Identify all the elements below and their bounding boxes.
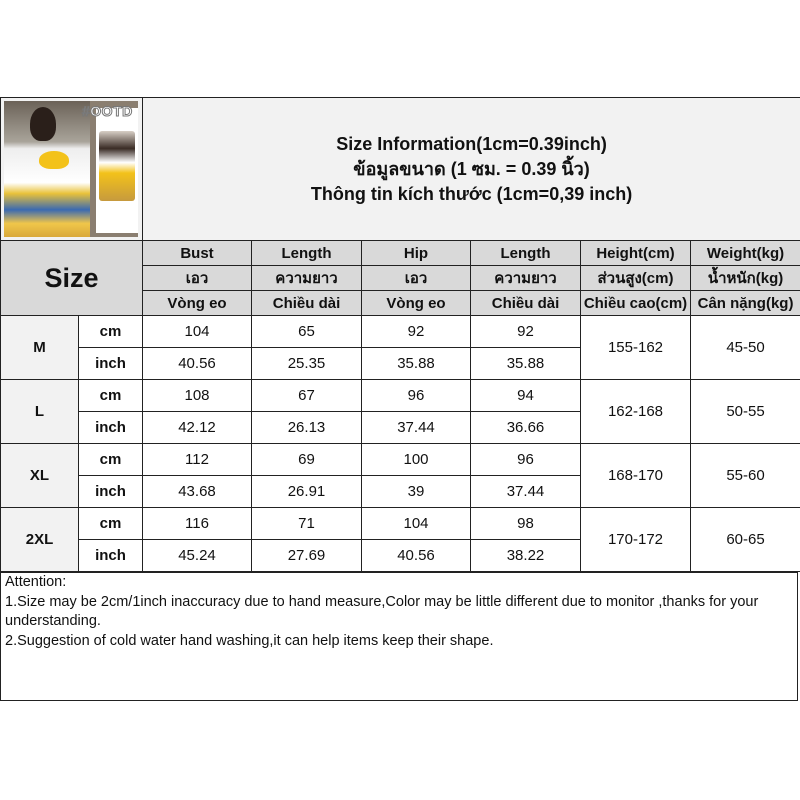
header-row: Size Bust Length Hip Length Height(cm) Weight(… bbox=[0, 240, 800, 316]
size-header: Size bbox=[0, 240, 143, 316]
measurement-cell: 116 bbox=[142, 507, 252, 540]
table-row: inch 45.24 27.69 40.56 38.22 bbox=[1, 539, 800, 572]
unit-label: cm bbox=[78, 315, 143, 348]
measurement-cell: 112 bbox=[142, 443, 252, 476]
column-header: Chiều dài bbox=[251, 290, 362, 316]
title-en: Size Information(1cm=0.39inch) bbox=[336, 133, 607, 154]
column-header: น้ำหนัก(kg) bbox=[689, 265, 800, 291]
column-header: Vòng eo bbox=[142, 290, 252, 316]
weight-range: 45-50 bbox=[689, 315, 800, 380]
column-header: ความยาว bbox=[470, 265, 581, 291]
measurement-cell: 26.91 bbox=[251, 475, 362, 508]
header-row: เอว ความยาว เอว ความยาว ส่วนสูง(cm) น้ำหนัก(k… bbox=[1, 265, 800, 291]
column-header: Length bbox=[251, 240, 362, 266]
measurement-cell: 38.22 bbox=[470, 539, 581, 572]
unit-label: cm bbox=[78, 443, 143, 476]
measurement-cell: 65 bbox=[251, 315, 362, 348]
measurement-cell: 37.44 bbox=[361, 411, 471, 444]
measurement-cell: 27.69 bbox=[251, 539, 362, 572]
column-header: ความยาว bbox=[251, 265, 362, 291]
measurement-cell: 40.56 bbox=[361, 539, 471, 572]
column-header: เอว bbox=[142, 265, 252, 291]
title-block: Size Information(1cm=0.39inch) ข้อมูลขนา… bbox=[141, 97, 800, 241]
attention-notes: Attention: 1.Size may be 2cm/1inch inacc… bbox=[0, 572, 798, 701]
measurement-cell: 35.88 bbox=[470, 347, 581, 380]
measurement-cell: 39 bbox=[361, 475, 471, 508]
weight-range: 60-65 bbox=[689, 507, 800, 572]
column-header: Cân nặng(kg) bbox=[689, 290, 800, 316]
measurement-cell: 104 bbox=[361, 507, 471, 540]
unit-label: cm bbox=[78, 379, 143, 412]
measurement-cell: 36.66 bbox=[470, 411, 581, 444]
column-header: ส่วนสูง(cm) bbox=[580, 265, 691, 291]
column-header: Weight(kg) bbox=[689, 240, 800, 266]
height-range: 155-162 bbox=[580, 315, 691, 380]
header-row: Vòng eo Chiều dài Vòng eo Chiều dài Chiều ca… bbox=[1, 290, 800, 316]
table-row: inch 42.12 26.13 37.44 36.66 bbox=[1, 411, 800, 444]
column-header: Chiều dài bbox=[470, 290, 581, 316]
weight-range: 50-55 bbox=[689, 379, 800, 444]
measurement-cell: 92 bbox=[361, 315, 471, 348]
unit-label: inch bbox=[78, 475, 143, 508]
size-label: 2XL bbox=[0, 507, 79, 572]
product-photo: #OOTD bbox=[0, 97, 143, 241]
title-vi: Thông tin kích thước (1cm=0,39 inch) bbox=[310, 183, 633, 204]
measurement-cell: 45.24 bbox=[142, 539, 252, 572]
table-row: inch 40.56 25.35 35.88 35.88 bbox=[1, 347, 800, 380]
unit-label: inch bbox=[78, 539, 143, 572]
table-row: 2XL cm 116 71 104 98 170-172 60-65 bbox=[0, 507, 800, 572]
measurement-cell: 43.68 bbox=[142, 475, 252, 508]
table-row: inch 43.68 26.91 39 37.44 bbox=[1, 475, 800, 508]
column-header: Hip bbox=[361, 240, 471, 266]
column-header: Length bbox=[470, 240, 581, 266]
measurement-cell: 37.44 bbox=[470, 475, 581, 508]
unit-label: cm bbox=[78, 507, 143, 540]
measurement-cell: 104 bbox=[142, 315, 252, 348]
measurement-cell: 94 bbox=[470, 379, 581, 412]
height-range: 168-170 bbox=[580, 443, 691, 508]
measurement-cell: 92 bbox=[470, 315, 581, 348]
measurement-cell: 25.35 bbox=[251, 347, 362, 380]
unit-label: inch bbox=[78, 411, 143, 444]
measurement-cell: 35.88 bbox=[361, 347, 471, 380]
attention-title: Attention: bbox=[5, 574, 67, 590]
size-label: M bbox=[0, 315, 79, 380]
weight-range: 55-60 bbox=[689, 443, 800, 508]
title-th: ข้อมูลขนาด (1 ซม. = 0.39 นิ้ว) bbox=[353, 158, 590, 179]
measurement-cell: 108 bbox=[142, 379, 252, 412]
size-label: L bbox=[0, 379, 79, 444]
measurement-cell: 96 bbox=[361, 379, 471, 412]
ootd-watermark: #OOTD bbox=[82, 103, 133, 120]
attention-note-1: 1.Size may be 2cm/1inch inaccuracy due t… bbox=[5, 593, 759, 630]
size-table: #OOTD Size Information(1cm=0.39inch) ข้อ… bbox=[0, 97, 800, 572]
measurement-cell: 42.12 bbox=[142, 411, 252, 444]
column-header: Height(cm) bbox=[580, 240, 691, 266]
measurement-cell: 100 bbox=[361, 443, 471, 476]
unit-label: inch bbox=[78, 347, 143, 380]
measurement-cell: 40.56 bbox=[142, 347, 252, 380]
size-chart: #OOTD Size Information(1cm=0.39inch) ข้อ… bbox=[0, 97, 800, 572]
product-image: #OOTD bbox=[4, 101, 138, 237]
attention-note-2: 2.Suggestion of cold water hand washing,… bbox=[5, 632, 494, 649]
size-label: XL bbox=[0, 443, 79, 508]
measurement-cell: 96 bbox=[470, 443, 581, 476]
height-range: 162-168 bbox=[580, 379, 691, 444]
height-range: 170-172 bbox=[580, 507, 691, 572]
column-header: Chiều cao(cm) bbox=[580, 290, 691, 316]
column-header: Vòng eo bbox=[361, 290, 471, 316]
table-row: XL cm 112 69 100 96 168-170 55-60 bbox=[0, 443, 800, 508]
measurement-cell: 26.13 bbox=[251, 411, 362, 444]
column-header: เอว bbox=[361, 265, 471, 291]
measurement-cell: 67 bbox=[251, 379, 362, 412]
cell-marker-icon bbox=[142, 98, 143, 104]
column-header: Bust bbox=[142, 240, 252, 266]
measurement-cell: 71 bbox=[251, 507, 362, 540]
measurement-cell: 69 bbox=[251, 443, 362, 476]
measurement-cell: 98 bbox=[470, 507, 581, 540]
